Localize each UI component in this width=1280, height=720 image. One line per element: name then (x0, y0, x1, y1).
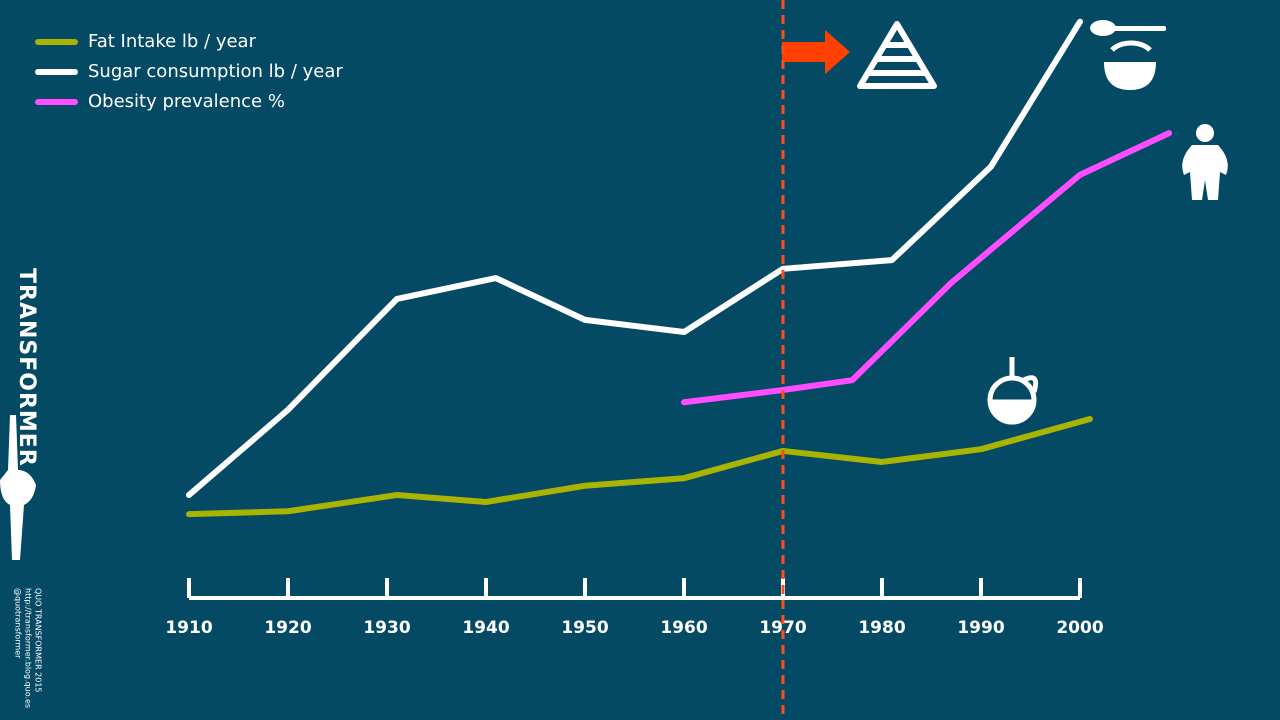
legend-label: Sugar consumption lb / year (88, 61, 343, 82)
x-tick-label: 1930 (363, 618, 410, 638)
x-tick-label: 1920 (264, 618, 311, 638)
x-tick-label: 2000 (1056, 618, 1103, 638)
x-tick-label: 1910 (165, 618, 212, 638)
x-tick-label: 1960 (660, 618, 707, 638)
x-tick-label: 1940 (462, 618, 509, 638)
legend-label: Obesity prevalence % (88, 91, 285, 112)
credit-text: http://transformer.blog.quo.es (24, 588, 33, 708)
data-line (681, 130, 1173, 406)
credit-text: @quotransformer (14, 588, 23, 659)
data-line (186, 416, 1093, 518)
credit-text: QUO TRANSFORMER 2015 (34, 588, 43, 693)
x-tick-label: 1950 (561, 618, 608, 638)
x-tick-label: 1980 (858, 618, 905, 638)
obese-person-icon (1182, 124, 1228, 200)
oil-bottle-icon (987, 357, 1039, 425)
data-line (186, 18, 1083, 499)
figure-icon (0, 415, 36, 560)
food-pyramid-icon (857, 21, 937, 89)
credits: QUO TRANSFORMER 2015http://transformer.b… (14, 588, 43, 708)
x-tick-label: 1970 (759, 618, 806, 638)
arrow-icon (782, 30, 850, 74)
sugar-bowl-icon (1090, 20, 1166, 90)
legend-label: Fat Intake lb / year (88, 31, 257, 52)
x-tick-label: 1990 (957, 618, 1004, 638)
brand: TRANSFORMER (14, 268, 39, 467)
